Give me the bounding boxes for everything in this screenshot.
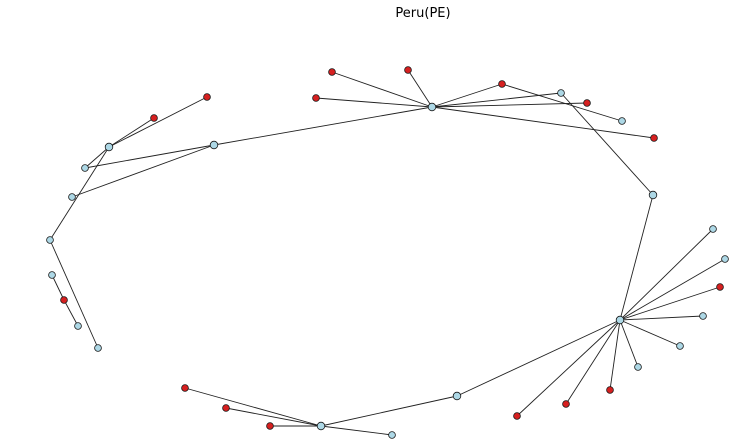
graph-edge [184, 387, 322, 427]
graph-edge [315, 97, 433, 108]
graph-edge [609, 319, 621, 391]
graph-edge [516, 319, 621, 417]
graph-node-red [650, 134, 658, 142]
graph-edge [320, 395, 458, 427]
graph-edge [619, 315, 704, 321]
graph-edge [456, 319, 621, 397]
graph-edge [619, 286, 721, 321]
graph-node-blue [615, 315, 625, 325]
graph-edge [225, 407, 322, 427]
graph-node-blue [557, 89, 565, 97]
graph-edge [331, 71, 433, 108]
graph-node-blue [648, 190, 658, 200]
graph-edge [431, 83, 503, 108]
graph-title: Peru(PE) [395, 6, 450, 21]
graph-node-blue [388, 431, 396, 439]
graph-node-blue [699, 312, 707, 320]
graph-node-red [562, 400, 570, 408]
graph-node-blue [81, 164, 89, 172]
graph-node-red [716, 283, 724, 291]
graph-node-red [404, 66, 412, 74]
graph-node-red [181, 384, 189, 392]
graph-edge [213, 106, 433, 146]
graph-node-blue [618, 117, 626, 125]
graph-node-red [266, 422, 274, 430]
node-layer [46, 66, 729, 439]
graph-node-red [150, 114, 158, 122]
graph-node-blue [427, 102, 437, 112]
graph-node-red [328, 68, 336, 76]
edge-layer [49, 69, 726, 436]
graph-node-blue [452, 391, 462, 401]
graph-edge [431, 106, 655, 139]
graph-node-red [222, 404, 230, 412]
graph-node-blue [316, 421, 326, 431]
graph-node-blue [48, 271, 56, 279]
graph-node-red [60, 296, 68, 304]
graph-node-red [203, 93, 211, 101]
graph-edge [619, 319, 639, 368]
graph-node-blue [94, 344, 102, 352]
graph-node-blue [634, 363, 642, 371]
graph-edge [619, 258, 726, 321]
graph-edge [619, 319, 681, 347]
graph-edge [84, 144, 215, 169]
graph-edge [320, 425, 393, 436]
graph-edge [619, 228, 714, 321]
graph-node-blue [209, 140, 219, 150]
graph-edge [51, 274, 65, 301]
graph-edge [84, 146, 110, 169]
graph-edge [619, 194, 654, 321]
graph-edge [108, 117, 155, 148]
graph-edge [407, 69, 433, 108]
graph-edge [501, 83, 623, 122]
graph-node-blue [74, 322, 82, 330]
graph-edge [431, 102, 588, 108]
graph-edge [49, 239, 99, 349]
graph-edge [49, 146, 110, 241]
graph-node-blue [709, 225, 717, 233]
graph-node-red [498, 80, 506, 88]
graph-node-blue [104, 142, 114, 152]
graph-node-red [513, 412, 521, 420]
graph-edge [71, 144, 215, 198]
graph-node-blue [46, 236, 54, 244]
graph-edge [63, 299, 79, 327]
graph-node-blue [721, 255, 729, 263]
graph-edge [108, 96, 208, 148]
graph-edge [565, 319, 621, 405]
graph-node-blue [676, 342, 684, 350]
graph-node-red [583, 99, 591, 107]
graph-edge [560, 92, 654, 196]
graph-node-red [606, 386, 614, 394]
graph-node-red [312, 94, 320, 102]
graph-node-blue [68, 193, 76, 201]
